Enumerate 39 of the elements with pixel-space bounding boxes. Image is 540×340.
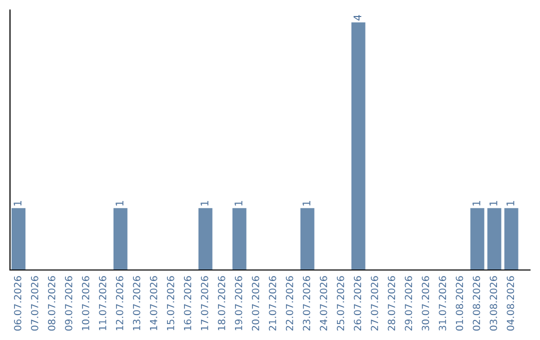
x-tick-label: 27.07.2026 (370, 276, 378, 331)
x-tick-label: 01.08.2026 (456, 276, 464, 331)
x-tick-label: 10.07.2026 (82, 276, 90, 330)
x-tick-label: 07.07.2026 (30, 276, 38, 331)
data-label: 4 (354, 14, 362, 20)
x-tick-label: 26.07.2026 (354, 276, 362, 331)
x-tick-label: 16.07.2026 (184, 276, 192, 330)
x-tick-label: 18.07.2026 (218, 276, 226, 330)
x-tick-label: 09.07.2026 (64, 276, 72, 331)
data-label: 1 (200, 201, 208, 206)
x-tick-label: 03.08.2026 (490, 276, 498, 331)
data-label: 1 (234, 201, 242, 206)
x-tick-label: 24.07.2026 (320, 276, 328, 331)
x-tick-label: 04.08.2026 (506, 276, 514, 331)
x-tick-label: 20.07.2026 (252, 276, 260, 331)
x-tick-label: 08.07.2026 (48, 276, 56, 331)
data-label: 1 (302, 201, 310, 206)
data-label: 1 (490, 201, 498, 206)
data-label: 1 (472, 201, 480, 206)
x-tick-label: 11.07.2026 (98, 276, 106, 330)
x-tick-label: 15.07.2026 (166, 276, 174, 330)
x-tick-label: 06.07.2026 (14, 276, 22, 331)
x-tick-label: 25.07.2026 (336, 276, 344, 331)
x-tick-label: 19.07.2026 (234, 276, 242, 330)
x-tick-label: 31.07.2026 (438, 276, 446, 330)
x-tick-label: 29.07.2026 (404, 276, 412, 331)
x-tick-label: 23.07.2026 (302, 276, 310, 331)
x-tick-label: 28.07.2026 (388, 276, 396, 331)
data-label: 1 (116, 201, 124, 206)
x-tick-label: 17.07.2026 (200, 276, 208, 330)
x-tick-label: 02.08.2026 (472, 276, 480, 331)
x-tick-label: 21.07.2026 (268, 276, 276, 331)
x-tick-label: 30.07.2026 (422, 276, 430, 330)
x-tick-label: 22.07.2026 (286, 276, 294, 331)
data-label: 1 (506, 201, 514, 206)
x-tick-label: 12.07.2026 (116, 276, 124, 330)
data-label: 1 (14, 201, 22, 206)
x-tick-label: 14.07.2026 (150, 276, 158, 330)
x-tick-label: 13.07.2026 (132, 276, 140, 330)
